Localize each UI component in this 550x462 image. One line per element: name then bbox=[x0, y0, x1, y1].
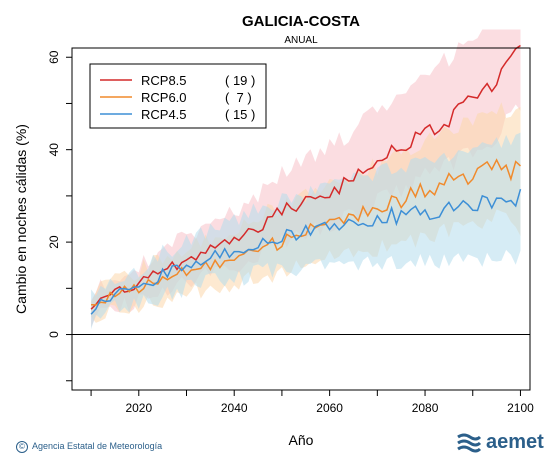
legend-count-rcp85: ( 19 ) bbox=[225, 73, 255, 88]
legend-count-rcp45: ( 15 ) bbox=[225, 107, 255, 122]
y-tick-label: 20 bbox=[47, 235, 61, 249]
aemet-logo: aemet bbox=[456, 428, 544, 456]
y-axis-label: Cambio en noches cálidas (%) bbox=[13, 124, 29, 314]
x-tick-label: 2080 bbox=[412, 401, 439, 415]
credit-text: Agencia Estatal de Meteorología bbox=[32, 441, 163, 451]
x-tick-label: 2100 bbox=[507, 401, 534, 415]
x-tick-label: 2060 bbox=[316, 401, 343, 415]
plot-frame bbox=[71, 47, 531, 391]
band-rcp45 bbox=[91, 132, 521, 330]
uncertainty-bands bbox=[91, 29, 521, 330]
x-tick-label: 2040 bbox=[221, 401, 248, 415]
aemet-logo-icon bbox=[457, 433, 482, 453]
series-line-rcp45 bbox=[90, 188, 522, 315]
legend-box bbox=[89, 63, 267, 129]
chart-subtitle: ANUAL bbox=[284, 35, 318, 46]
legend-count-rcp60: ( 7 ) bbox=[225, 90, 252, 105]
y-tick-label: 40 bbox=[47, 143, 61, 157]
legend-label-rcp60: RCP6.0 bbox=[141, 90, 187, 105]
copyright-icon: © bbox=[16, 441, 28, 453]
x-axis: 2020 2040 2060 2080 2100 bbox=[90, 390, 534, 415]
x-tick-label: 2020 bbox=[125, 401, 152, 415]
legend-label-rcp45: RCP4.5 bbox=[141, 107, 187, 122]
y-tick-label: 0 bbox=[47, 331, 61, 338]
series-lines bbox=[90, 44, 522, 315]
legend-label-rcp85: RCP8.5 bbox=[141, 73, 187, 88]
footer-credit: © Agencia Estatal de Meteorología bbox=[16, 441, 162, 453]
y-tick-label: 60 bbox=[47, 50, 61, 64]
series-line-rcp60 bbox=[91, 158, 522, 306]
legend: RCP8.5 ( 19 ) RCP6.0 ( 7 ) RCP4.5 ( 15 ) bbox=[89, 63, 267, 129]
x-axis-label: Año bbox=[289, 432, 314, 448]
chart-title: GALICIA-COSTA bbox=[242, 13, 360, 30]
y-axis: 0 20 40 60 bbox=[47, 50, 72, 382]
aemet-logo-text: aemet bbox=[486, 430, 544, 453]
